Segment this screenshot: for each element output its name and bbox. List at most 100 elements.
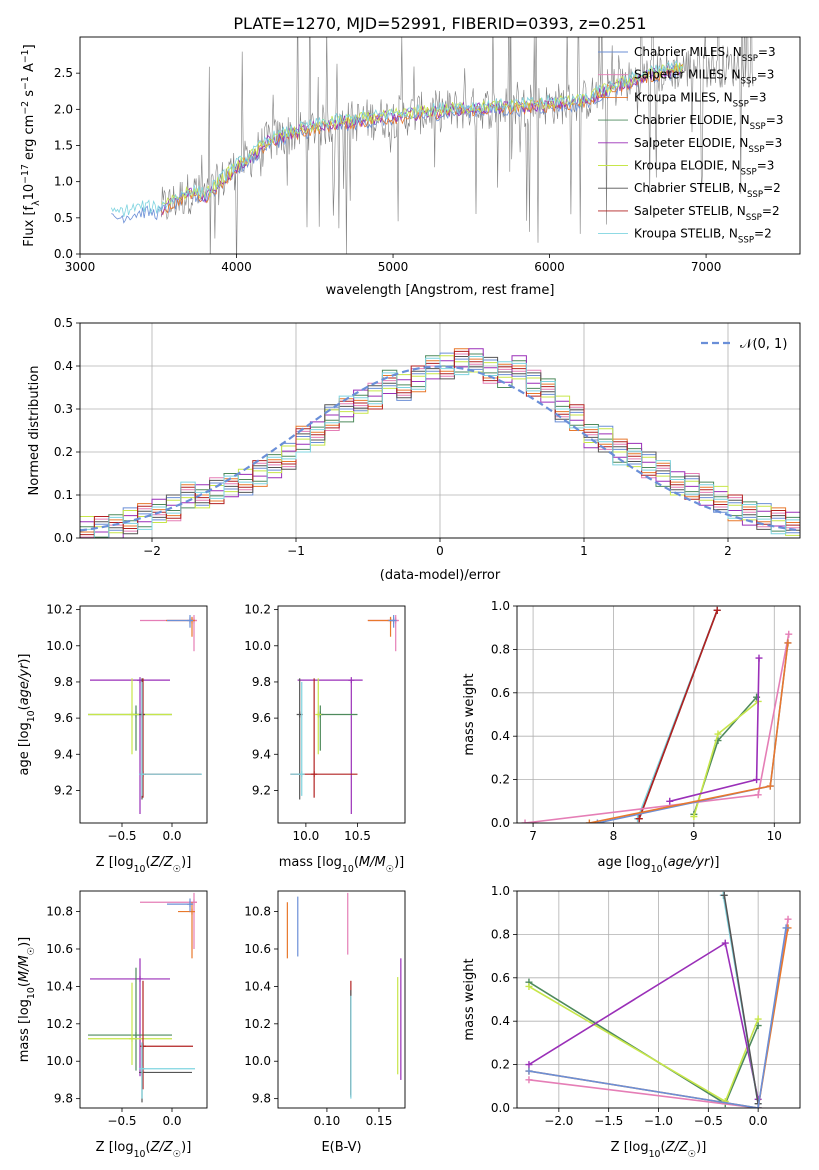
weight-marker-salpeter_stelib bbox=[713, 606, 721, 614]
x-axis-label: wavelength [Angstrom, rest frame] bbox=[326, 283, 555, 298]
axes-mass_vs_Z: −0.5 0.0 9.8 10.0 10.2 10.4 10.6 10.8 Z [log10(Z… bbox=[17, 890, 208, 1160]
weight-marker-salpeter_elodie bbox=[721, 939, 729, 947]
x-tick-label: 6000 bbox=[534, 260, 565, 274]
axes-mass_vs_EBV: 0.10 0.15 9.8 10.0 10.2 10.4 10.6 10.8 E(B-V) bbox=[244, 890, 406, 1155]
plot-area bbox=[110, 37, 754, 254]
model-spectrum-kroupa_stelib bbox=[110, 59, 683, 217]
point-kroupa_stelib bbox=[298, 771, 305, 778]
x-tick-label: 10 bbox=[767, 829, 782, 843]
y-tick-label: 0.0 bbox=[491, 1101, 510, 1115]
y-tick-label: 10.2 bbox=[244, 1017, 271, 1031]
y-tick-label: 10.4 bbox=[244, 979, 271, 993]
axes-mass_weight_vs_Z: −2.0 −1.5 −1.0 −0.5 0.0 0.0 0.2 0.4 0.6 0.8 1.0 Z [… bbox=[462, 884, 801, 1160]
legend: Chabrier MILES, NSSP=3 Salpeter MILES, NS… bbox=[598, 45, 783, 246]
weight-marker-salpeter_miles bbox=[754, 791, 762, 799]
legend-label: Kroupa ELODIE, NSSP=3 bbox=[634, 159, 774, 178]
weight-marker-salpeter_elodie bbox=[753, 776, 761, 784]
x-tick-label: −1.5 bbox=[594, 1114, 623, 1128]
legend-label: Kroupa MILES, NSSP=3 bbox=[634, 90, 767, 109]
y-tick-label: 1.0 bbox=[491, 884, 510, 898]
x-axis-label: Z [log10(Z/Z☉)] bbox=[96, 1140, 192, 1160]
y-tick-label: 10.2 bbox=[46, 1017, 73, 1031]
weight-marker-chabrier_miles bbox=[525, 1067, 533, 1075]
x-axis-label: Z [log10(Z/Z☉)] bbox=[611, 1140, 707, 1160]
y-axis-label: mass weight bbox=[462, 958, 477, 1040]
y-tick-label: 9.8 bbox=[252, 1092, 271, 1106]
y-axis-label: mass weight bbox=[462, 673, 477, 755]
point-salpeter_stelib bbox=[311, 771, 318, 778]
y-tick-label: 10.8 bbox=[244, 905, 271, 919]
weight-marker-kroupa_miles bbox=[784, 639, 792, 647]
axes-frame bbox=[516, 890, 801, 1109]
model-spectrum-kroupa_miles bbox=[161, 63, 683, 216]
x-tick-label: 0.0 bbox=[749, 1114, 768, 1128]
normal-curve bbox=[80, 365, 800, 532]
x-tick-label: 0.15 bbox=[366, 1114, 393, 1128]
axes-frame bbox=[79, 322, 801, 539]
plot-area bbox=[88, 892, 197, 1103]
weight-marker-chabrier_miles bbox=[782, 924, 790, 932]
weight-line-chabrier_stelib bbox=[723, 895, 759, 1104]
y-axis-label: mass [log10(M/M☉)] bbox=[17, 937, 37, 1063]
x-axis-label: mass [log10(M/M☉)] bbox=[279, 855, 405, 875]
x-tick-label: −2.0 bbox=[544, 1114, 573, 1128]
legend-label: Kroupa STELIB, NSSP=2 bbox=[634, 227, 772, 246]
x-tick-label: −2 bbox=[143, 544, 161, 558]
y-tick-label: 9.8 bbox=[54, 1092, 73, 1106]
point-salpeter_miles bbox=[191, 899, 197, 906]
y-tick-label: 10.0 bbox=[46, 1054, 73, 1068]
y-tick-label: 10.8 bbox=[46, 905, 73, 919]
x-tick-label: 5000 bbox=[378, 260, 409, 274]
y-tick-label: 1.0 bbox=[491, 599, 510, 613]
weight-marker-chabrier_miles bbox=[754, 1104, 762, 1108]
y-tick-label: 0.4 bbox=[491, 1014, 510, 1028]
x-tick-label: 2 bbox=[724, 544, 732, 558]
figure-title: PLATE=1270, MJD=52991, FIBERID=0393, z=0… bbox=[233, 14, 646, 33]
legend-label: Salpeter ELODIE, NSSP=3 bbox=[634, 136, 782, 155]
weight-line-salpeter_miles bbox=[524, 634, 790, 823]
x-axis-label: age [log10(age/yr)] bbox=[597, 855, 719, 875]
legend-label: Chabrier ELODIE, NSSP=3 bbox=[634, 113, 783, 132]
y-tick-label: 1.5 bbox=[54, 139, 73, 153]
y-tick-label: 10.4 bbox=[46, 979, 73, 993]
x-tick-label: 7000 bbox=[691, 260, 722, 274]
y-axis-label: age [log10(age/yr)] bbox=[17, 653, 37, 775]
y-tick-label: 0.2 bbox=[491, 1058, 510, 1072]
x-tick-label: 0.0 bbox=[162, 829, 181, 843]
y-tick-label: 9.8 bbox=[252, 675, 271, 689]
axes-frame bbox=[79, 36, 801, 255]
axes-age_vs_mass: 10.0 10.5 9.2 9.4 9.6 9.8 10.0 10.2 mass [log10(… bbox=[244, 603, 406, 875]
y-tick-label: 10.6 bbox=[244, 942, 271, 956]
weight-marker-salpeter_elodie bbox=[755, 654, 763, 662]
y-tick-label: 0.8 bbox=[491, 927, 510, 941]
y-tick-label: 9.2 bbox=[252, 783, 271, 797]
x-tick-label: 8 bbox=[610, 829, 618, 843]
x-tick-label: −0.5 bbox=[107, 1114, 136, 1128]
weight-marker-kroupa_elodie bbox=[754, 1015, 762, 1023]
y-tick-label: 0.0 bbox=[54, 531, 73, 545]
weight-marker-salpeter_miles bbox=[521, 819, 529, 823]
y-tick-label: 9.8 bbox=[54, 675, 73, 689]
weight-marker-kroupa_elodie bbox=[525, 982, 533, 990]
y-tick-label: 10.6 bbox=[46, 942, 73, 956]
y-tick-label: 0.1 bbox=[54, 488, 73, 502]
legend-label: Chabrier MILES, NSSP=3 bbox=[634, 45, 776, 64]
x-tick-label: −0.5 bbox=[694, 1114, 723, 1128]
y-tick-label: 0.8 bbox=[491, 642, 510, 656]
axes-frame bbox=[79, 605, 208, 824]
axes-age_vs_Z: −0.5 0.0 9.2 9.4 9.6 9.8 10.0 10.2 Z [log10(Z/Z☉… bbox=[17, 603, 208, 875]
model-spectrum-salpeter_elodie bbox=[161, 64, 683, 216]
axes-spectrum: 3000 4000 5000 6000 7000 0.0 0.5 1.0 1.5 2.0 2.5 wa… bbox=[20, 36, 801, 298]
weight-marker-salpeter_miles bbox=[785, 630, 793, 638]
weight-marker-salpeter_miles bbox=[525, 1076, 533, 1084]
y-axis-label: Flux [fλ10−17 erg cm−2 s−1 A−1] bbox=[20, 44, 42, 246]
point-chabrier_miles bbox=[187, 617, 193, 624]
plot-area bbox=[80, 348, 800, 538]
y-tick-label: 9.4 bbox=[252, 747, 271, 761]
point-salpeter_elodie bbox=[137, 975, 143, 982]
axes-frame bbox=[516, 605, 801, 824]
axes-mass_weight_vs_age: 7 8 9 10 0.0 0.2 0.4 0.6 0.8 1.0 age [log10(age/yr… bbox=[462, 599, 801, 875]
x-axis-label: (data-model)/error bbox=[380, 568, 501, 583]
y-tick-label: 10.0 bbox=[244, 639, 271, 653]
